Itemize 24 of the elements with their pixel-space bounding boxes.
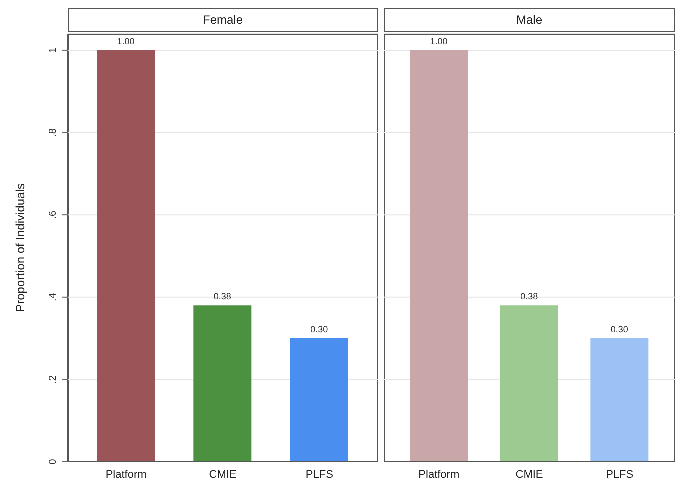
bar: [290, 338, 348, 462]
y-axis-title: Proportion of Individuals: [13, 184, 28, 312]
x-tick-label: CMIE: [516, 468, 544, 481]
chart-title: Male: [384, 8, 675, 32]
x-tick-label: PLFS: [306, 468, 334, 481]
data-label: 1.00: [430, 36, 448, 46]
y-tick-label: .2: [48, 375, 59, 384]
data-label: 1.00: [117, 36, 135, 46]
x-tick-label: CMIE: [209, 468, 237, 481]
data-label: 0.30: [310, 324, 328, 335]
data-label: 0.30: [610, 324, 628, 335]
bar: [97, 50, 155, 462]
y-tick-label: .8: [48, 128, 59, 137]
x-tick-label: Platform: [418, 468, 460, 481]
data-label: 0.38: [214, 292, 232, 302]
y-tick-label: 0: [48, 458, 59, 465]
bar: [194, 306, 252, 462]
chart-title: Female: [68, 8, 378, 32]
y-tick-label: .4: [48, 292, 59, 302]
data-label: 0.38: [520, 292, 538, 302]
x-tick-label: Platform: [106, 468, 147, 481]
y-tick-label: 1: [48, 47, 59, 54]
x-tick-label: PLFS: [606, 468, 634, 481]
y-tick-label: .6: [48, 210, 59, 220]
